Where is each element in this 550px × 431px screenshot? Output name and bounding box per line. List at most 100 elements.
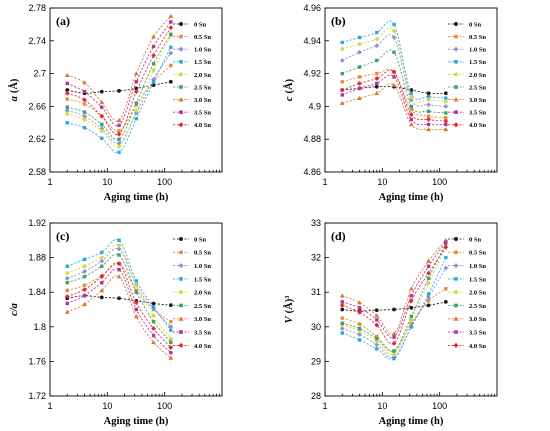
data-point [426,264,431,268]
data-point [134,117,138,121]
x-tick-label: 1 [322,401,327,411]
data-point [99,128,105,134]
series-line [67,238,172,331]
legend-marker [454,85,458,89]
legend-marker [454,22,458,26]
data-point [151,301,156,306]
series-4-0-sn [339,244,449,346]
series-3-5-sn [340,240,448,339]
series-3-0-sn [64,274,174,360]
data-point [116,261,122,267]
data-point [426,91,431,96]
y-tick-label: 1.8 [33,322,46,332]
data-point [133,314,139,319]
data-point [374,342,380,348]
data-point [444,96,448,100]
legend-item: 1.5 Sn [448,59,486,66]
series-1-5-sn [340,255,448,361]
legend-item: 0 Sn [173,236,206,243]
data-point [168,345,174,350]
legend-item: 2.0 Sn [448,72,486,79]
data-point [99,255,105,260]
y-tick-label: 4.96 [303,3,321,13]
data-point [116,144,122,149]
data-point [151,62,156,66]
legend-item: 1.0 Sn [448,47,486,54]
data-point [374,322,380,328]
data-point [82,274,87,279]
data-point [339,58,345,63]
data-point [64,309,70,314]
x-tick-label: 100 [157,401,172,411]
plot-frame [49,7,223,173]
plot-frame [324,7,498,173]
legend-label: 2.0 Sn [469,72,486,79]
data-point [100,280,104,285]
legend-marker [179,60,183,64]
legend-item: 2.5 Sn [173,84,211,91]
data-point [444,240,448,244]
data-point [99,99,105,105]
data-point [65,121,69,125]
legend: 0 Sn 0.5 Sn 1.0 Sn 1.5 Sn 2.0 Sn 2.5 Sn 3.0 Sn… [173,236,211,350]
legend: 0 Sn 0.5 Sn 1.0 Sn 1.5 Sn 2.0 Sn 2.5 Sn 3.0 Sn… [448,236,486,350]
x-axis-label: Aging time (h) [104,192,169,203]
data-point [408,94,414,99]
legend-marker [454,330,458,334]
legend-label: 1.5 Sn [194,59,211,66]
legend-label: 3.5 Sn [194,330,211,337]
legend-marker [453,263,459,269]
data-point [443,126,449,132]
data-point [392,22,396,27]
legend-marker [178,342,184,348]
data-point [443,265,449,271]
data-point [409,107,413,112]
legend-label: 2.0 Sn [194,290,211,297]
legend-marker [178,122,184,128]
legend-label: 0 Sn [194,236,206,243]
y-tick-label: 4.94 [303,36,321,46]
legend-label: 0 Sn [469,236,481,243]
series-4-0-sn [64,261,174,350]
legend-item: 1.0 Sn [448,263,486,270]
data-point [443,99,449,104]
legend-marker [453,289,459,295]
data-point [391,82,397,87]
data-point [117,268,121,272]
x-axis-label: Aging time (h) [379,416,444,427]
legend-item: 3.5 Sn [448,110,486,117]
data-point [426,303,431,308]
data-point [100,136,104,141]
data-point [82,301,87,307]
data-point [426,97,431,103]
y-axis-label: c (Å) [283,78,295,101]
y-axis-unit: (Å) [8,78,20,93]
legend-marker [453,97,459,102]
data-point [117,296,121,301]
data-point [409,325,413,329]
data-point [151,53,156,58]
data-point [426,270,431,276]
legend-item: 2.5 Sn [448,84,486,91]
legend-marker [454,250,458,255]
data-point [340,300,344,304]
data-point [169,340,173,345]
legend-item: 0.5 Sn [173,34,211,41]
legend-item: 1.5 Sn [173,59,211,66]
data-point [151,305,156,309]
data-point [375,71,379,76]
legend-label: 0.5 Sn [194,250,211,257]
y-tick-label: 2.78 [28,3,46,13]
y-tick-label: 2.7 [33,69,46,79]
legend-item: 3.5 Sn [448,330,486,337]
data-point [426,102,431,108]
legend-label: 2.5 Sn [194,84,211,91]
data-point [375,334,379,339]
data-point [151,326,156,331]
data-point [339,293,345,298]
data-point [64,108,70,113]
data-point [116,246,122,252]
data-point [117,123,121,127]
x-tick-label: 10 [102,401,112,411]
data-point [357,49,362,55]
